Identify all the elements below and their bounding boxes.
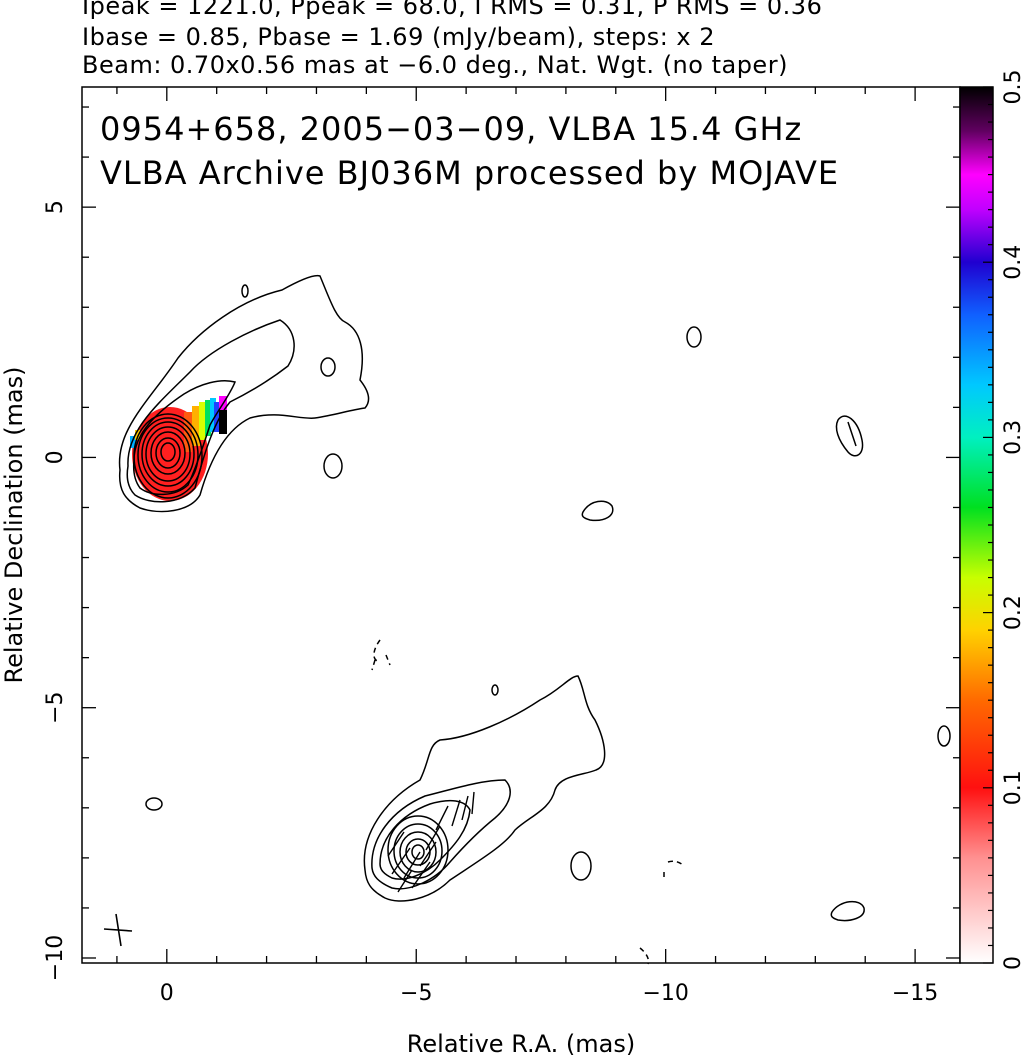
- y-tick-label: 5: [43, 200, 68, 214]
- core-contours: [118, 274, 370, 513]
- colorbar-ticks: 0 0.1 0.2 0.3 0.4 0.5: [983, 70, 1021, 970]
- y-tick-label: −10: [43, 935, 68, 981]
- header-line-2: Ibase = 0.85, Pbase = 1.69 (mJy/beam), s…: [82, 23, 716, 51]
- panel-title-1: 0954+658, 2005−03−09, VLBA 15.4 GHz: [100, 110, 802, 148]
- x-tick-label: −10: [642, 981, 688, 1006]
- panel-title-2: VLBA Archive BJ036M processed by MOJAVE: [100, 154, 839, 192]
- colorbar-tick-label: 0.5: [1001, 70, 1021, 105]
- secondary-contours: [363, 675, 606, 902]
- colorbar-tick-label: 0: [1001, 956, 1021, 970]
- x-tick-label: −5: [400, 981, 432, 1006]
- x-axis-label: Relative R.A. (mas): [407, 1030, 635, 1058]
- x-tick-label: −15: [892, 981, 938, 1006]
- colorbar-tick-label: 0.3: [1001, 420, 1021, 455]
- beam-marker: [103, 913, 133, 947]
- colorbar-tick-label: 0.4: [1001, 245, 1021, 280]
- header-line-1: Ipeak = 1221.0, Ppeak = 68.0, I RMS = 0.…: [82, 0, 823, 20]
- x-axis-ticks: 0 −5 −10 −15: [116, 87, 938, 1006]
- polarization-vectors: [387, 791, 475, 893]
- noise-contours: [145, 284, 951, 965]
- y-axis-ticks: 5 0 −5 −10: [43, 106, 960, 981]
- y-tick-label: 0: [43, 450, 68, 464]
- y-tick-label: −5: [43, 691, 68, 723]
- y-axis-label: Relative Declination (mas): [0, 366, 28, 683]
- colorbar-tick-label: 0.2: [1001, 595, 1021, 630]
- colorbar: [959, 86, 994, 964]
- x-tick-label: 0: [160, 981, 174, 1006]
- colorbar-tick-label: 0.1: [1001, 770, 1021, 805]
- plot-frame: [81, 86, 961, 964]
- header-line-3: Beam: 0.70x0.56 mas at −6.0 deg., Nat. W…: [82, 51, 788, 79]
